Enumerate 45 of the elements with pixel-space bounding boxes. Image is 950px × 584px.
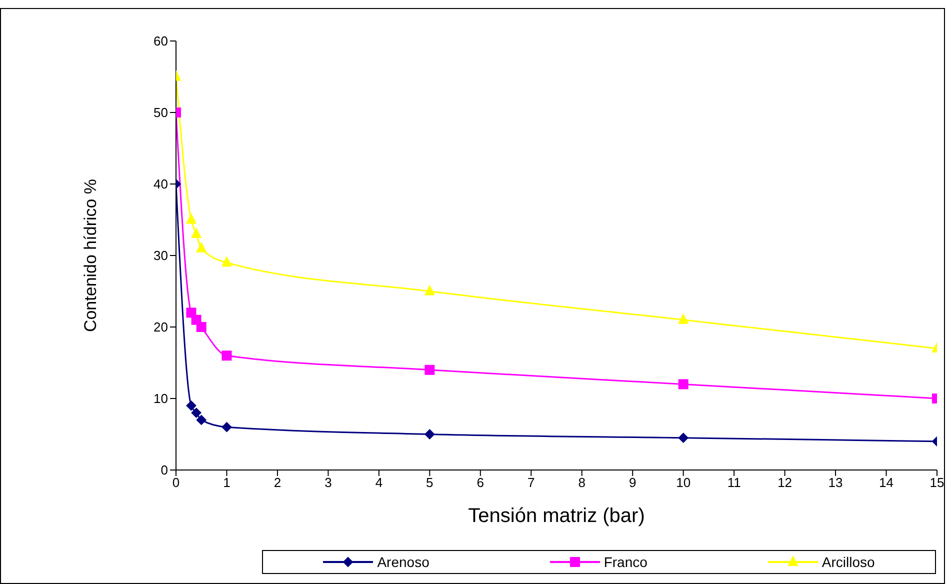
point (424, 285, 435, 296)
x-tick-label: 2 (274, 475, 282, 490)
x-tick-label: 3 (324, 475, 332, 490)
y-tick-label: 20 (154, 320, 168, 335)
point (678, 314, 688, 324)
point (196, 322, 206, 332)
x-tick-label: 6 (476, 475, 484, 490)
point (186, 400, 196, 411)
y-axis-title: Contenido hídrico % (81, 178, 100, 332)
point (424, 364, 435, 375)
x-tick-label: 13 (828, 475, 843, 490)
x-tick-label: 4 (375, 475, 383, 490)
x-tick-label: 12 (778, 475, 792, 490)
point (424, 429, 435, 440)
y-tick-label: 30 (154, 248, 168, 264)
legend-label: Arcilloso (822, 554, 875, 570)
x-tick-label: 9 (628, 475, 636, 490)
y-tick-label: 50 (154, 105, 168, 120)
x-tick-label: 1 (223, 475, 230, 490)
point (186, 214, 196, 224)
legend-label: Arenoso (377, 554, 430, 570)
point (196, 414, 206, 425)
point (196, 242, 206, 252)
x-tick-label: 8 (578, 475, 586, 490)
x-tick-label: 5 (426, 475, 434, 490)
y-tick-label: 10 (154, 391, 168, 406)
point (222, 256, 232, 267)
legend-label: Franco (604, 554, 648, 570)
point (222, 422, 232, 432)
y-tick-label: 60 (154, 34, 168, 49)
point (222, 350, 232, 361)
point (191, 228, 202, 238)
x-tick-label: 10 (676, 475, 691, 490)
x-tick-label: 7 (528, 475, 535, 490)
x-axis-title: Tensión matriz (bar) (468, 505, 645, 528)
x-tick-label: 15 (930, 475, 944, 490)
y-tick-label: 40 (154, 176, 168, 192)
point (186, 308, 196, 318)
x-tick-label: 0 (172, 475, 180, 490)
x-tick-label: 11 (727, 475, 741, 490)
x-tick-label: 14 (879, 475, 894, 490)
point (678, 379, 688, 390)
point (678, 432, 688, 443)
y-tick-label: 0 (160, 462, 168, 478)
point (191, 408, 202, 418)
